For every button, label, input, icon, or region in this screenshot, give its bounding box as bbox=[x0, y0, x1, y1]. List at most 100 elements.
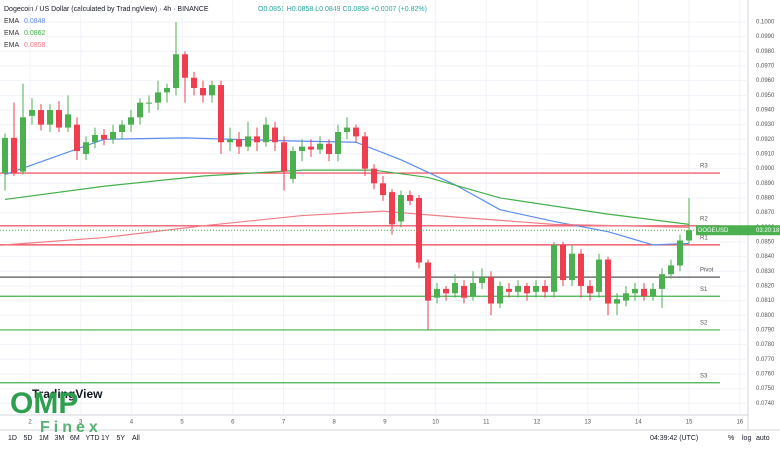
candle-body bbox=[533, 285, 539, 292]
y-tick-label: 0.0970 bbox=[756, 64, 775, 70]
x-tick-label: 3 bbox=[79, 420, 83, 426]
y-tick-label: 0.0770 bbox=[756, 357, 775, 363]
y-tick-label: 0.0890 bbox=[756, 181, 775, 187]
candle-body bbox=[650, 288, 656, 297]
price-tag-countdown: 03:20:18 bbox=[756, 228, 780, 234]
legend-value: 0.0862 bbox=[24, 30, 46, 37]
pivot-label: R3 bbox=[700, 164, 708, 170]
y-tick-label: 0.0800 bbox=[756, 313, 775, 319]
price-tag bbox=[696, 225, 780, 236]
candle-body bbox=[371, 168, 377, 184]
footer-percent[interactable]: % bbox=[728, 435, 734, 442]
candle-body bbox=[182, 54, 188, 78]
watermark-sub: Finex bbox=[40, 419, 102, 436]
candle-body bbox=[65, 114, 71, 128]
candle-body bbox=[659, 274, 665, 289]
range-button[interactable]: 5D bbox=[24, 435, 33, 442]
y-tick-label: 0.0920 bbox=[756, 137, 775, 143]
candle-body bbox=[245, 136, 251, 147]
x-tick-label: 16 bbox=[736, 420, 743, 426]
candle-body bbox=[596, 259, 602, 292]
legend-name: EMA bbox=[4, 42, 20, 49]
candle-body bbox=[308, 146, 314, 150]
x-tick-label: 10 bbox=[432, 420, 439, 426]
candle-body bbox=[686, 230, 692, 241]
x-tick-label: 2 bbox=[28, 420, 32, 426]
y-tick-label: 0.1000 bbox=[756, 20, 775, 26]
pivot-label: R2 bbox=[700, 216, 708, 222]
candle-body bbox=[218, 85, 224, 143]
candle-body bbox=[101, 134, 107, 140]
candle-body bbox=[110, 131, 116, 140]
candle-body bbox=[362, 136, 368, 169]
price-tag-symbol: DOGEUSD bbox=[698, 228, 729, 234]
candle-body bbox=[20, 117, 26, 172]
candle-body bbox=[254, 136, 260, 143]
footer-auto[interactable]: auto bbox=[756, 435, 770, 442]
y-tick-label: 0.0870 bbox=[756, 210, 775, 216]
y-tick-label: 0.0750 bbox=[756, 386, 775, 392]
pivot-label: S2 bbox=[700, 321, 708, 327]
candle-body bbox=[380, 183, 386, 196]
candle-body bbox=[389, 192, 395, 225]
candle-body bbox=[542, 285, 548, 292]
x-tick-label: 12 bbox=[534, 420, 541, 426]
candle-body bbox=[677, 240, 683, 266]
footer-log[interactable]: log bbox=[742, 435, 751, 442]
candle-body bbox=[227, 139, 233, 143]
y-tick-label: 0.0880 bbox=[756, 196, 775, 202]
candle-body bbox=[29, 109, 35, 116]
footer-time: 04:39:42 (UTC) bbox=[650, 435, 698, 442]
ohlc: O0.0851 H0.0858 L0.0849 C0.0858 +0.0007 … bbox=[258, 6, 427, 13]
y-tick-label: 0.0990 bbox=[756, 34, 775, 40]
candle-body bbox=[425, 262, 431, 301]
candle-body bbox=[38, 109, 44, 125]
candle-body bbox=[2, 137, 8, 174]
x-tick-label: 5 bbox=[180, 420, 184, 426]
candle-body bbox=[551, 244, 557, 292]
candle-body bbox=[92, 134, 98, 143]
range-button[interactable]: 1D bbox=[8, 435, 17, 442]
candle-body bbox=[488, 277, 494, 304]
candle-body bbox=[56, 109, 62, 128]
candle-body bbox=[506, 288, 512, 292]
candle-body bbox=[200, 87, 206, 96]
x-tick-label: 4 bbox=[130, 420, 134, 426]
range-button[interactable]: 5Y bbox=[117, 435, 126, 442]
range-button[interactable]: 1Y bbox=[101, 435, 110, 442]
x-tick-label: 13 bbox=[584, 420, 591, 426]
y-tick-label: 0.0740 bbox=[756, 401, 775, 407]
ema-line bbox=[4, 169, 690, 225]
candle-body bbox=[470, 283, 476, 297]
range-button[interactable]: 1M bbox=[39, 435, 49, 442]
candle-body bbox=[74, 124, 80, 152]
legend-value: 0.0858 bbox=[24, 42, 46, 49]
y-tick-label: 0.0960 bbox=[756, 78, 775, 84]
pivot-label: Pivot bbox=[700, 268, 714, 274]
candle-body bbox=[524, 285, 530, 294]
candle-body bbox=[83, 142, 89, 154]
candle-body bbox=[155, 92, 161, 103]
range-button[interactable]: 6M bbox=[70, 435, 80, 442]
candle-body bbox=[128, 117, 134, 125]
candle-body bbox=[614, 299, 620, 304]
range-button[interactable]: 3M bbox=[55, 435, 65, 442]
candle-body bbox=[47, 109, 53, 125]
range-button[interactable]: YTD bbox=[86, 435, 100, 442]
x-tick-label: 9 bbox=[383, 420, 387, 426]
y-tick-label: 0.0810 bbox=[756, 298, 775, 304]
candle-body bbox=[578, 253, 584, 286]
legend-name: EMA bbox=[4, 30, 20, 37]
y-tick-label: 0.0790 bbox=[756, 328, 775, 334]
candle-body bbox=[632, 288, 638, 294]
watermark-brand: OMP bbox=[10, 387, 78, 420]
y-tick-label: 0.0850 bbox=[756, 240, 775, 246]
candle-body bbox=[317, 143, 323, 150]
candle-body bbox=[641, 288, 647, 297]
x-tick-label: 15 bbox=[686, 420, 693, 426]
candle-body bbox=[299, 146, 305, 152]
y-tick-label: 0.0930 bbox=[756, 122, 775, 128]
range-button[interactable]: All bbox=[132, 435, 140, 442]
candle-body bbox=[443, 288, 449, 294]
y-tick-label: 0.0840 bbox=[756, 254, 775, 260]
